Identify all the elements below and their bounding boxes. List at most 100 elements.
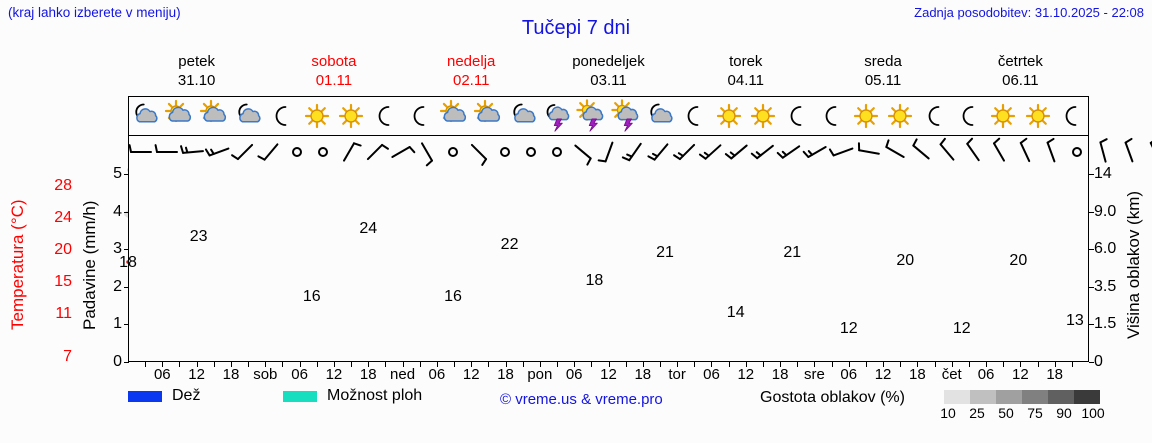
- location-menu-note: (kraj lahko izberete v meniju): [8, 5, 181, 20]
- x-axis-tick: [522, 362, 524, 367]
- wind-barb: [492, 138, 518, 166]
- x-axis-tick: [316, 362, 318, 367]
- x-axis-label: tor: [668, 366, 686, 383]
- wind-barb: [802, 138, 830, 166]
- x-axis-label: 18: [634, 366, 652, 383]
- x-axis-tick: [986, 362, 988, 367]
- wind-barb: [544, 138, 570, 166]
- x-axis-tick: [831, 362, 833, 367]
- x-axis-tick: [951, 362, 953, 367]
- wind-barb-row: [128, 137, 1152, 167]
- sun-storm-icon: [574, 97, 608, 135]
- cloud-density-tick-label: 90: [1056, 405, 1072, 421]
- day-name: nedelja: [447, 53, 496, 70]
- day-header-ponedeljek: ponedeljek 03.11: [540, 52, 677, 92]
- x-axis-tick: [694, 362, 696, 367]
- temperature-label: 18: [119, 254, 137, 271]
- x-axis-tick: [1003, 362, 1005, 367]
- wind-barb: [1064, 138, 1090, 166]
- x-axis-label: 18: [1046, 366, 1064, 383]
- sun-cloud-icon: [437, 97, 471, 135]
- x-axis-tick: [454, 362, 456, 367]
- cloud-height-tick-mark: [1089, 324, 1094, 325]
- page-title: Tučepi 7 dni: [521, 17, 631, 39]
- wind-barb: [596, 138, 622, 166]
- precipitation-tick-label: 5: [113, 165, 122, 182]
- cloud-density-ramp: [944, 390, 1100, 404]
- cloud-height-tick-label: 9.0: [1094, 203, 1117, 220]
- x-axis-tick: [299, 362, 301, 367]
- x-axis-tick: [213, 362, 215, 367]
- cloud-height-tick-label: 3.5: [1094, 278, 1117, 295]
- wind-barb: [647, 138, 674, 166]
- cloud-height-tick-mark: [1089, 174, 1094, 175]
- wind-barb: [1116, 137, 1142, 166]
- day-header-petek: petek 31.10: [128, 52, 265, 92]
- x-axis-labels: 06 12 18 sob 06 12 18 ned 06 12 18 pon 06 12 18 tor 06 12…: [128, 366, 1089, 386]
- sun-icon: [300, 97, 334, 135]
- x-axis-tick: [1071, 362, 1073, 367]
- wind-barb: [750, 138, 778, 166]
- temperature-tick-label: 7: [63, 348, 72, 365]
- cloud-density-tick-label: 25: [969, 405, 985, 421]
- wind-barb: [724, 138, 752, 166]
- cloud-height-tick-mark: [1089, 249, 1094, 250]
- wind-barb: [621, 138, 648, 166]
- x-axis-tick: [351, 362, 353, 367]
- day-header-sobota: sobota 01.11: [265, 52, 402, 92]
- x-axis-tick: [488, 362, 490, 367]
- cloud-density-ramp-labels: 10 25 50 75 90 100: [934, 405, 1110, 423]
- wind-barb: [128, 138, 154, 166]
- last-updated-text: Zadnja posodobitev: 31.10.2025 - 22:08: [914, 5, 1144, 20]
- cloud-density-tick-label: 75: [1027, 405, 1043, 421]
- sun-icon: [746, 97, 780, 135]
- x-axis-tick: [591, 362, 593, 367]
- x-axis-ticks: [128, 362, 1089, 369]
- wind-barb: [776, 138, 804, 166]
- x-axis-tick: [1037, 362, 1039, 367]
- cloud-height-tick-mark: [1089, 362, 1094, 363]
- day-name: petek: [178, 53, 215, 70]
- wind-barb: [1038, 137, 1064, 166]
- x-axis-tick: [745, 362, 747, 367]
- x-axis-tick: [625, 362, 627, 367]
- x-axis-tick: [883, 362, 885, 367]
- wind-barb: [828, 138, 856, 166]
- wind-barb: [180, 138, 206, 166]
- precipitation-tick-mark: [124, 212, 129, 213]
- moon-icon: [265, 97, 299, 135]
- day-date: 06.11: [1002, 72, 1039, 89]
- x-axis-tick: [814, 362, 816, 367]
- temperature-label: 21: [656, 244, 674, 261]
- precipitation-tick-label: 3: [113, 240, 122, 257]
- wind-barb: [310, 138, 336, 166]
- sun-icon: [883, 97, 917, 135]
- cloud-density-step: [944, 390, 970, 404]
- temperature-tick-label: 24: [54, 209, 72, 226]
- x-axis-tick: [419, 362, 421, 367]
- showers-legend-label: Možnost ploh: [327, 387, 423, 404]
- x-axis-label: 12: [462, 366, 480, 383]
- temperature-label: 13: [1065, 312, 1084, 329]
- x-axis-tick: [797, 362, 799, 367]
- sun-cloud-icon: [471, 97, 505, 135]
- wind-barb: [698, 138, 726, 166]
- wind-barb: [908, 138, 934, 166]
- showers-legend-swatch: [283, 391, 317, 402]
- chart-legend: Dež Možnost ploh: [0, 386, 1152, 416]
- weather-icon-row: [128, 97, 1089, 135]
- day-header-strip: petek 31.10 sobota 01.11 nedelja 02.11 ponedel…: [128, 52, 1089, 92]
- cloud-density-legend-title: Gostota oblakov (%): [760, 389, 905, 406]
- moon-cloud-icon: [231, 97, 265, 135]
- wind-barb: [388, 138, 416, 166]
- temperature-label: 22: [500, 236, 519, 253]
- cloud-density-step: [996, 390, 1022, 404]
- wind-barb: [882, 138, 908, 166]
- sun-storm-icon: [609, 97, 643, 135]
- x-axis-label: čet: [941, 366, 962, 383]
- temperature-label: 12: [952, 320, 971, 337]
- precipitation-tick-label: 1: [113, 315, 122, 332]
- temperature-tick-label: 20: [54, 241, 72, 258]
- x-axis-tick: [539, 362, 541, 367]
- x-axis-label: 06: [428, 366, 446, 383]
